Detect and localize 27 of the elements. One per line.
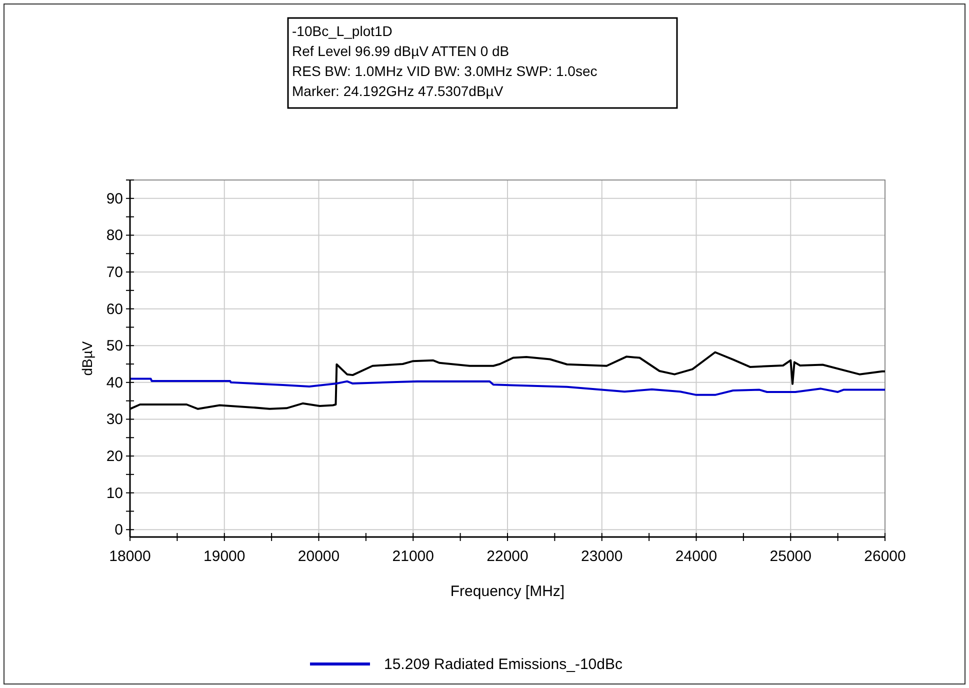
text: Ref Level 96.99 dBµV ATTEN 0 dB (292, 43, 510, 59)
y-tick-label: 10 (106, 484, 123, 502)
x-axis-title: Frequency [MHz] (450, 583, 565, 600)
text: RES BW: 1.0MHz VID BW: 3.0MHz SWP: 1.0sec (292, 63, 598, 79)
y-tick-label: 40 (106, 374, 123, 392)
x-tick-label: 24000 (675, 548, 718, 565)
y-tick-label: 70 (106, 264, 123, 282)
x-tick-label: 26000 (864, 548, 906, 565)
y-tick-label: 80 (106, 227, 123, 244)
x-tick-label: 21000 (392, 548, 434, 565)
y-tick-label: 30 (106, 411, 123, 428)
y-tick-label: 50 (106, 338, 123, 355)
line-series (129, 378, 886, 396)
y-axis-title: dBµV (79, 340, 95, 376)
y-tick-label: 20 (106, 448, 123, 466)
y-tick-label: 90 (106, 190, 123, 208)
x-tick-label: 23000 (581, 548, 623, 565)
x-tick-label: 22000 (486, 548, 528, 565)
x-tick-label: 20000 (298, 548, 340, 565)
x-tick-label: 18000 (109, 548, 151, 565)
x-tick-label: 19000 (204, 548, 246, 565)
x-tick-label: 25000 (770, 548, 812, 565)
y-tick-label: 60 (106, 300, 123, 318)
legend-label: 15.209 Radiated Emissions_-10dBc (384, 656, 623, 673)
text: -10Bc_L_plot1D (292, 23, 392, 39)
y-tick-label: 0 (114, 522, 123, 539)
text: Marker: 24.192GHz 47.5307dBµV (292, 83, 504, 99)
